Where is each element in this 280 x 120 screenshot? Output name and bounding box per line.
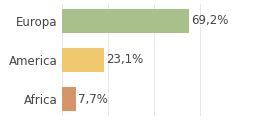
Bar <box>62 9 190 33</box>
Text: 23,1%: 23,1% <box>106 54 143 66</box>
Bar <box>62 48 104 72</box>
Text: 7,7%: 7,7% <box>78 93 108 106</box>
Text: 69,2%: 69,2% <box>191 14 229 27</box>
Bar <box>62 87 76 111</box>
